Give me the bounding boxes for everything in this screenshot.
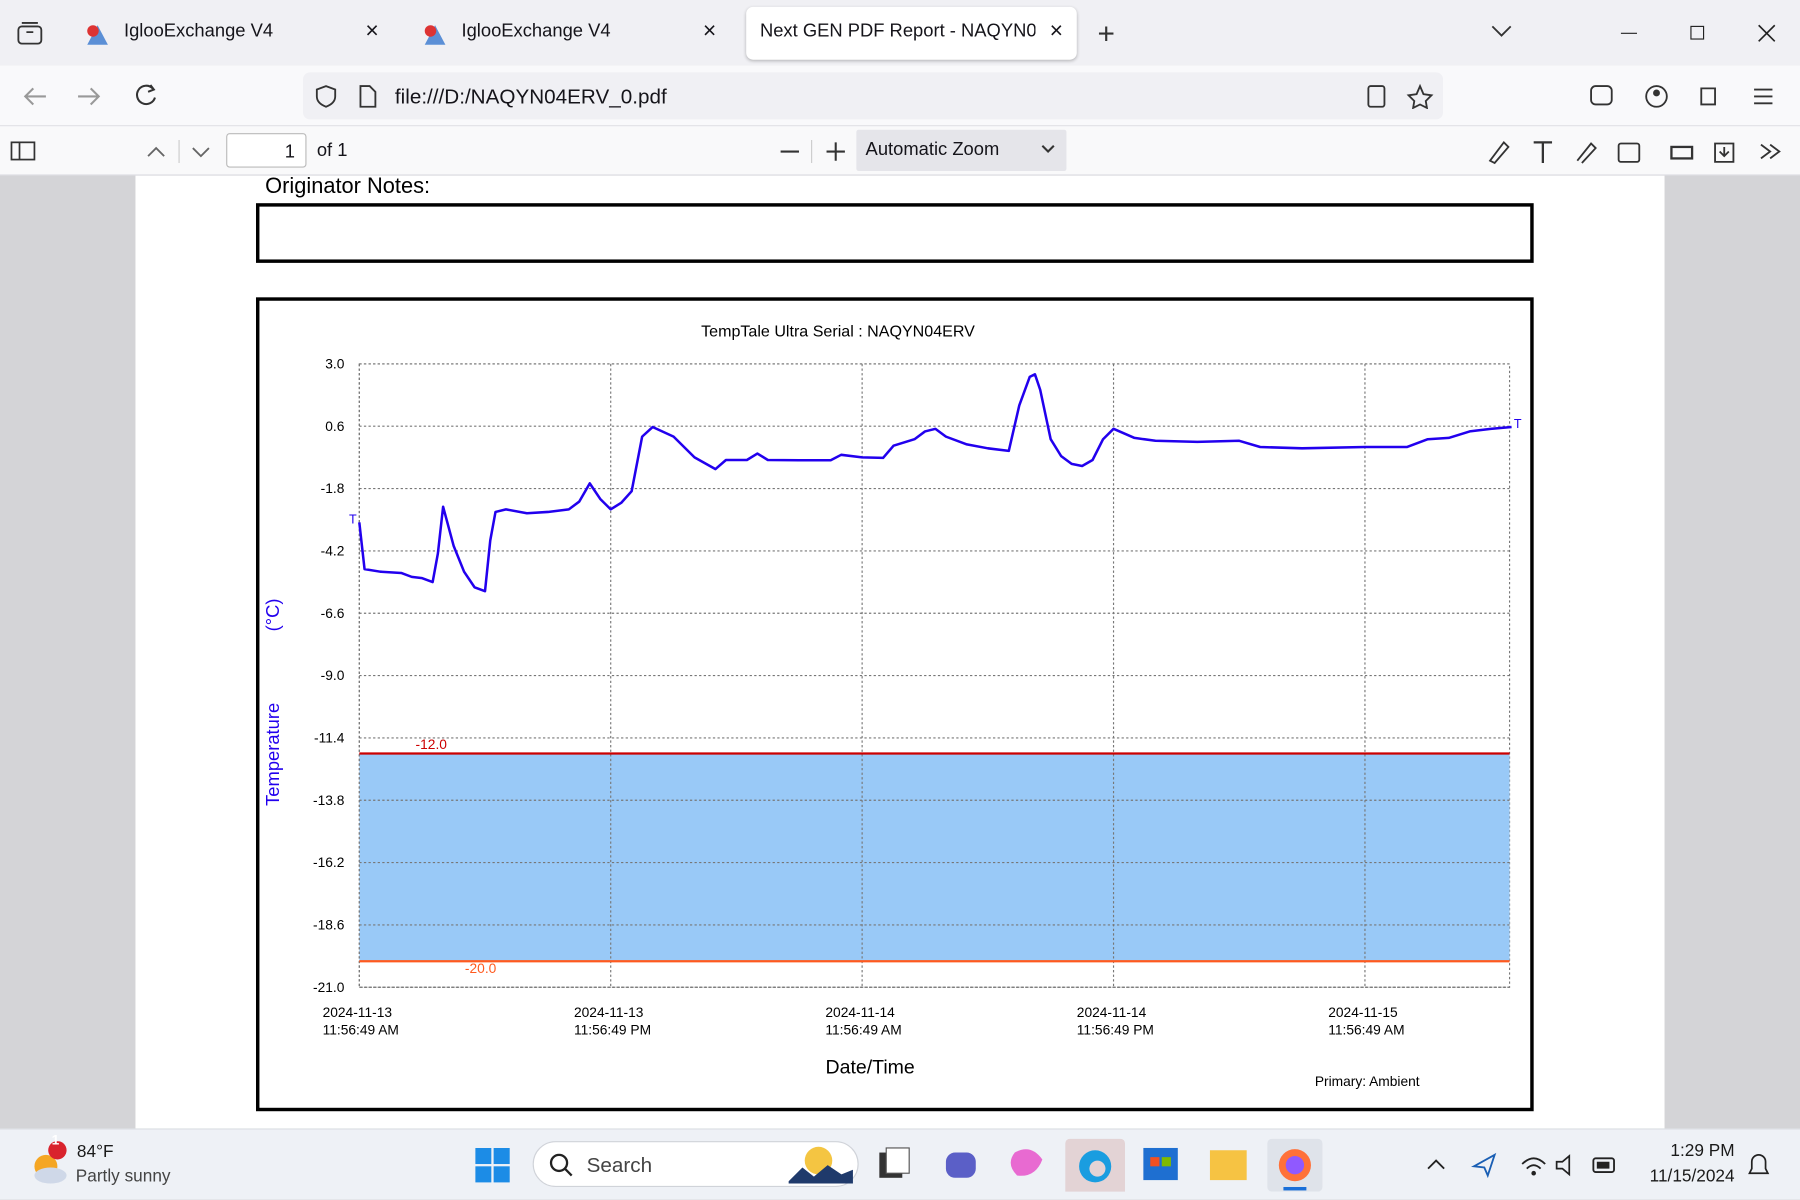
- tab-title: IglooExchange V4: [123, 21, 274, 42]
- end-marker: T: [1514, 417, 1522, 431]
- x-tick-label: 2024-11-14 11:56:49 AM: [825, 1004, 902, 1038]
- zoom-text: Automatic Zoom: [865, 140, 1000, 160]
- y-tick-label: -16.2: [313, 855, 344, 870]
- weather-badge: 1: [51, 1131, 60, 1148]
- pdf-toolbar: 1 of 1 Automatic Zoom: [0, 126, 1800, 176]
- y-tick-label: 3.0: [325, 356, 344, 371]
- x-tick-label: 2024-11-13 11:56:49 PM: [573, 1004, 652, 1038]
- y-tick-label: -9.0: [321, 668, 345, 683]
- nav-buttons[interactable]: [21, 82, 170, 112]
- x-axis-label: Date/Time: [826, 1056, 915, 1078]
- url-icons: [315, 85, 377, 108]
- notifications[interactable]: [1745, 1150, 1773, 1180]
- zoom-buttons[interactable]: [778, 140, 847, 164]
- dropdown-arrow: [1041, 145, 1055, 153]
- url-actions[interactable]: [1365, 83, 1434, 110]
- weather-text: Partly sunny: [75, 1166, 171, 1186]
- y-tick-label: -21.0: [313, 980, 345, 995]
- alarm-band: [359, 753, 1510, 962]
- weather-icon[interactable]: [25, 1141, 71, 1187]
- tab-overflow[interactable]: [1490, 23, 1513, 39]
- y-tick-label: -18.6: [313, 918, 345, 933]
- chart-title: TempTale Ultra Serial : NAQYN04ERV: [701, 322, 975, 340]
- search-text: Search: [586, 1153, 653, 1177]
- tab-list-icon[interactable]: [16, 21, 44, 46]
- notes-label: Originator Notes:: [265, 174, 431, 199]
- y-tick-label: 0.6: [325, 419, 344, 434]
- sidebar-and-page-nav[interactable]: [9, 140, 216, 164]
- tab[interactable]: IglooExchange V4 ×: [69, 7, 393, 60]
- toolbar-icons[interactable]: [1589, 82, 1784, 112]
- y-tick-label: -13.8: [313, 793, 345, 808]
- new-tab[interactable]: +: [1097, 16, 1115, 51]
- threshold-label: -12.0: [416, 737, 448, 752]
- y-tick-label: -6.6: [321, 606, 345, 621]
- chart-note: Primary: Ambient: [1315, 1074, 1420, 1089]
- start-button[interactable]: [475, 1147, 512, 1185]
- annotation-tools[interactable]: [1485, 138, 1793, 166]
- threshold-label: -20.0: [465, 961, 497, 976]
- y-tick-label: -11.4: [314, 731, 345, 746]
- url-bar[interactable]: file:///D:/NAQYN04ERV_0.pdf: [303, 72, 1443, 120]
- x-tick-label: 2024-11-13 11:56:49 AM: [322, 1004, 399, 1038]
- system-tray[interactable]: [1423, 1150, 1630, 1182]
- search-highlight: [788, 1146, 853, 1184]
- search-box[interactable]: Search: [532, 1141, 859, 1187]
- url-text: file:///D:/NAQYN04ERV_0.pdf: [394, 84, 667, 108]
- tab[interactable]: IglooExchange V4 ×: [406, 7, 730, 60]
- taskbar: 1 84°F Partly sunny Search 1:29 PM 11/15…: [0, 1128, 1800, 1200]
- window-controls[interactable]: [1616, 21, 1777, 46]
- clock-date: 11/15/2024: [1649, 1166, 1735, 1186]
- data-line: [358, 373, 1512, 593]
- y-tick-label: -4.2: [321, 543, 345, 558]
- page-count: of 1: [316, 141, 348, 161]
- tab-favicon: [87, 25, 108, 45]
- tab-close[interactable]: ×: [365, 18, 379, 44]
- tab-title: IglooExchange V4: [461, 21, 611, 42]
- notes-box: [255, 203, 1534, 263]
- search-icon: [549, 1153, 573, 1177]
- tab-favicon: [424, 25, 446, 45]
- page-number-input[interactable]: 1: [226, 133, 307, 168]
- nav-bar: file:///D:/NAQYN04ERV_0.pdf: [0, 65, 1800, 127]
- clock-time: 1:29 PM: [1670, 1141, 1735, 1161]
- chart-frame: [255, 297, 1534, 1112]
- y-axis-unit: (°C): [262, 599, 283, 632]
- tab-bar: IglooExchange V4 × IglooExchange V4 × Next…: [0, 0, 1800, 66]
- weather-temp: 84°F: [76, 1142, 114, 1162]
- pdf-page: [135, 175, 1665, 1129]
- tab-active[interactable]: Next GEN PDF Report - NAQYN04E ×: [746, 6, 1077, 60]
- start-marker: T: [349, 512, 357, 526]
- taskbar-apps[interactable]: [875, 1138, 1334, 1192]
- x-tick-label: 2024-11-15 11:56:49 AM: [1328, 1004, 1405, 1038]
- tab-close[interactable]: ×: [702, 18, 717, 44]
- zoom-select[interactable]: Automatic Zoom: [856, 129, 1067, 172]
- y-tick-label: -1.8: [321, 481, 345, 496]
- tab-title: Next GEN PDF Report - NAQYN04E: [759, 21, 1036, 42]
- tab-close[interactable]: ×: [1049, 18, 1064, 44]
- x-tick-label: 2024-11-14 11:56:49 PM: [1076, 1004, 1154, 1038]
- y-axis-label: Temperature: [262, 703, 283, 806]
